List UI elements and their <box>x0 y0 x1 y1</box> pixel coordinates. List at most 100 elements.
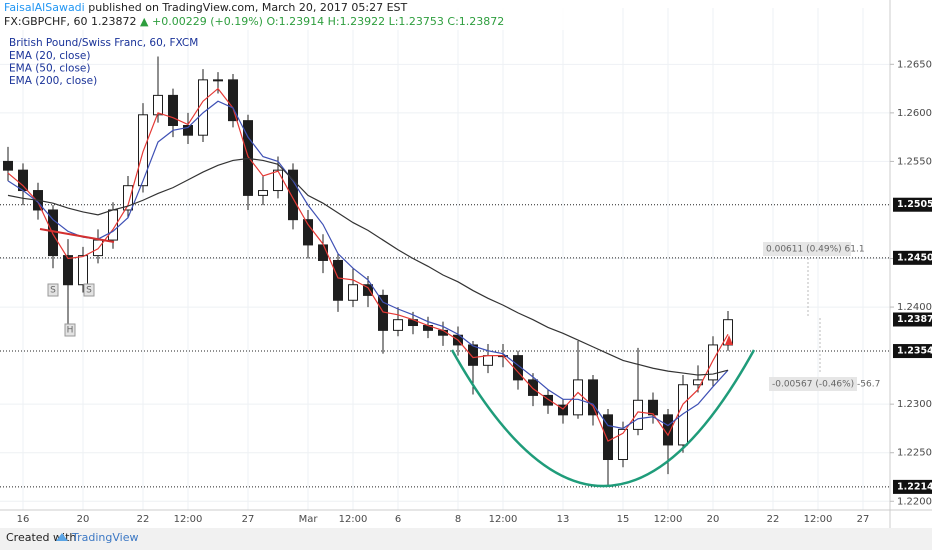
header-bg <box>0 0 600 30</box>
level-label: 1.22148 <box>897 481 932 492</box>
candle-body <box>168 94 178 126</box>
x-tick-label: 22 <box>137 514 150 525</box>
close: C:1.23872 <box>447 15 504 28</box>
candle-body <box>528 379 538 396</box>
candle-body <box>273 169 283 192</box>
candle-body <box>318 244 328 261</box>
low: L:1.23753 <box>389 15 444 28</box>
candle-body <box>618 428 628 461</box>
x-tick-label: 16 <box>17 514 30 525</box>
x-tick-label: 12:00 <box>654 514 683 525</box>
candle-body <box>393 319 403 331</box>
level-label: 1.23547 <box>897 346 932 357</box>
legend-entry: EMA (50, close) <box>9 63 91 75</box>
published: published on TradingView.com, March 20, … <box>88 1 407 14</box>
candle-body <box>603 414 613 461</box>
level-label-bg <box>893 479 932 494</box>
y-tick-label: 1.24000 <box>897 302 932 313</box>
candle-body <box>123 185 133 211</box>
change: ▲ +0.00229 (+0.19%) <box>140 15 263 28</box>
legend-entry: EMA (20, close) <box>9 50 91 62</box>
y-tick-label: 1.22000 <box>897 496 932 507</box>
x-tick-label: 27 <box>857 514 870 525</box>
y-tick-label: 1.25500 <box>897 156 932 167</box>
x-tick-label: 12:00 <box>339 514 368 525</box>
candle-body <box>153 94 163 116</box>
annotation: S <box>50 286 56 296</box>
x-tick-label: 12:00 <box>804 514 833 525</box>
cup-curve <box>450 349 756 487</box>
candle-body <box>288 169 298 221</box>
pattern-label-bg <box>64 323 76 337</box>
candle-body <box>663 414 673 446</box>
annotation: -0.00567 (-0.46%) -56.7 <box>772 380 880 390</box>
level-label-bg <box>893 344 932 359</box>
y-tick-label: 1.22500 <box>897 448 932 459</box>
ema-line <box>7 87 729 442</box>
measure-label-bg <box>769 377 857 391</box>
chart-title: British Pound/Swiss Franc, 60, FXCM <box>9 37 198 49</box>
arrow <box>725 335 733 345</box>
candle-body <box>648 399 658 416</box>
level-label-bg <box>893 197 932 212</box>
candle-body <box>213 79 223 82</box>
last-price-label: 1.23872 <box>897 314 932 325</box>
level-label-bg <box>893 250 932 265</box>
x-tick-label: 12:00 <box>174 514 203 525</box>
footer-brand: TradingView <box>71 531 138 544</box>
open: O:1.23914 <box>266 15 324 28</box>
pattern-label-bg <box>83 283 95 297</box>
x-tick-label: 13 <box>557 514 570 525</box>
footer-bg <box>0 528 932 550</box>
x-tick-label: 27 <box>242 514 255 525</box>
candle-body <box>573 379 583 416</box>
x-tick-label: 12:00 <box>489 514 518 525</box>
annotation: 0.00611 (0.49%) 61.1 <box>766 245 865 255</box>
candle-body <box>63 255 73 286</box>
candle-body <box>183 124 193 136</box>
measure-label-bg <box>763 242 851 256</box>
x-tick-label: 8 <box>455 514 461 525</box>
candle-body <box>303 219 313 246</box>
candle-body <box>348 284 358 301</box>
x-tick-label: Mar <box>299 514 319 525</box>
candle-body <box>483 355 493 366</box>
x-tick-label: 15 <box>617 514 630 525</box>
ema-line <box>7 100 729 430</box>
header-line: FaisalAlSawadi published on TradingView.… <box>4 1 408 14</box>
high: H:1.23922 <box>328 15 385 28</box>
level-label: 1.25054 <box>897 199 932 210</box>
x-tick-label: 6 <box>395 514 401 525</box>
footer-text: Created with <box>6 531 76 544</box>
candle-body <box>708 344 718 381</box>
level-label: 1.24507 <box>897 252 932 263</box>
candle-body <box>633 399 643 430</box>
y-tick-label: 1.26000 <box>897 108 932 119</box>
candle-body <box>18 169 28 192</box>
symbol: FX:GBPCHF, 60 <box>4 15 88 28</box>
plot-layer <box>3 56 733 487</box>
candle-body <box>198 79 208 136</box>
candle-body <box>543 394 553 406</box>
neckline <box>39 228 115 243</box>
grid-layer <box>0 8 890 510</box>
author: FaisalAlSawadi <box>4 1 85 14</box>
candle-body <box>678 384 688 446</box>
candle-body <box>588 379 598 416</box>
logo <box>56 533 68 541</box>
y-tick-label: 1.23000 <box>897 399 932 410</box>
candle-body <box>258 190 268 196</box>
candle-body <box>228 79 238 122</box>
ema-line <box>7 157 729 376</box>
quote-line: FX:GBPCHF, 60 1.23872 ▲ +0.00229 (+0.19%… <box>4 15 504 28</box>
x-tick-label: 22 <box>767 514 780 525</box>
candle-body <box>693 379 703 386</box>
price: 1.23872 <box>91 15 137 28</box>
last-price-bg <box>893 312 932 327</box>
candle-body <box>78 255 88 286</box>
annotation: H <box>67 326 74 336</box>
candle-body <box>363 284 373 296</box>
annotation: S <box>86 286 92 296</box>
